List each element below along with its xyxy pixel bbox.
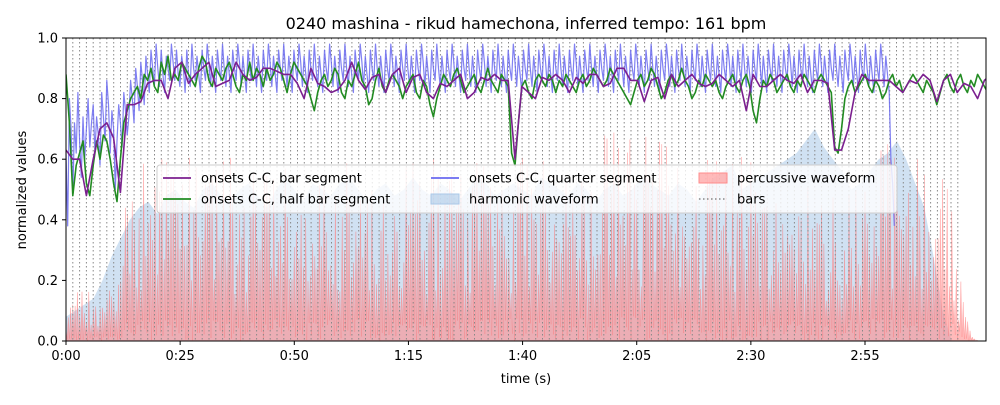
legend-harmonic-waveform-label: harmonic waveform [469, 193, 599, 208]
y-axis-label: normalized values [15, 130, 30, 249]
legend-onsets-c-c-quarter-segment-label: onsets C-C, quarter segment [469, 172, 656, 187]
x-tick-label: 2:05 [622, 349, 651, 364]
x-axis-label: time (s) [501, 372, 551, 387]
x-tick-label: 2:30 [736, 349, 765, 364]
y-tick-label: 1.0 [37, 32, 58, 47]
axes: 0:00 0:25 0:50 1:15 1:40 2:05 2:30 2:55 0.0 0.2 0.… [37, 32, 987, 364]
plot-clipped-group [66, 38, 986, 341]
y-tick-label: 0.8 [37, 92, 58, 107]
legend-onsets-c-c-bar-segment-label: onsets C-C, bar segment [201, 172, 362, 187]
legend-percussive-waveform-swatch [698, 172, 728, 184]
y-tick-label: 0.4 [37, 213, 58, 228]
legend: onsets C-C, bar segment onsets C-C, half … [156, 164, 898, 214]
plot-frame [65, 37, 987, 342]
legend-percussive-waveform-label: percussive waveform [737, 172, 875, 187]
x-tick-label: 0:00 [51, 349, 80, 364]
x-tick-label: 2:55 [850, 349, 879, 364]
y-tick-label: 0.0 [37, 335, 58, 350]
y-tick-label: 0.2 [37, 274, 58, 289]
legend-onsets-c-c-half-bar-segment-label: onsets C-C, half bar segment [201, 193, 390, 208]
x-tick-label: 1:15 [394, 349, 423, 364]
chart-title: 0240 mashina - rikud hamechona, inferred… [286, 14, 767, 33]
y-tick-label: 0.6 [37, 153, 58, 168]
x-tick-label: 0:50 [280, 349, 309, 364]
onsets-half-bar-line [66, 55, 986, 203]
plot-area [66, 38, 986, 341]
x-tick-label: 1:40 [508, 349, 537, 364]
x-tick-label: 0:25 [166, 349, 195, 364]
legend-bars-label: bars [737, 193, 766, 208]
onsets-bar-line [66, 61, 986, 197]
percussive-waveform-area [66, 132, 981, 341]
legend-harmonic-waveform-swatch [430, 193, 460, 205]
